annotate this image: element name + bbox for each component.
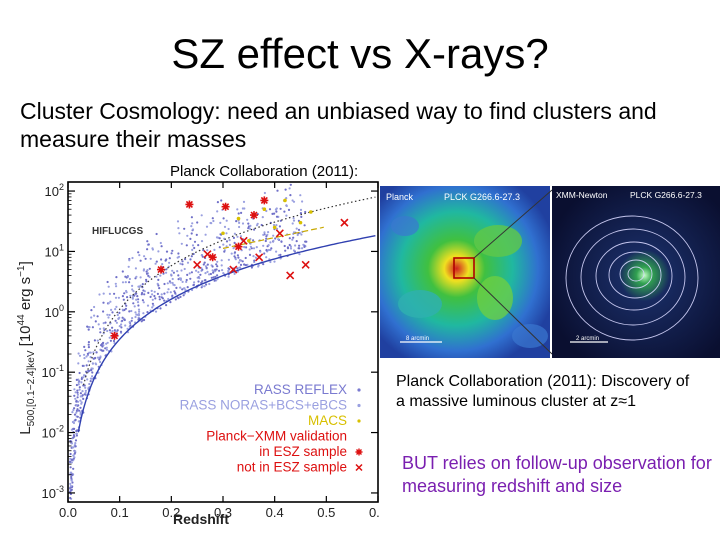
- y-tick-label: 102: [45, 182, 64, 199]
- cluster-box: [453, 257, 475, 279]
- data-point: [340, 218, 349, 227]
- data-point: [255, 253, 264, 262]
- slide-title: SZ effect vs X-rays?: [171, 30, 549, 77]
- hiflucgs-annotation: HIFLUCGS: [92, 226, 143, 237]
- data-point: [221, 231, 225, 236]
- planck-map-panel: Planck PLCK G266.6-27.3 8 arcmin: [380, 186, 550, 358]
- luminosity-redshift-chart: 0.0 0.1 0.2 0.3 0.4 0.5 0.6 102 101 100 10-1 10-2 10…: [16, 181, 380, 527]
- data-point: [309, 210, 313, 214]
- planck-label: Planck: [386, 192, 414, 202]
- y-tick-label: 101: [45, 242, 64, 259]
- legend-entry: RASS NORAS+BCS+eBCS: [180, 398, 347, 413]
- legend-entry: RASS REFLEX: [254, 382, 347, 397]
- data-point: [234, 242, 243, 251]
- data-point: [208, 253, 217, 262]
- y-tick-label: 10-1: [42, 363, 64, 380]
- x-axis-label: Redshift: [173, 511, 229, 527]
- data-point: [272, 225, 277, 230]
- xmm-label: XMM-Newton: [556, 190, 608, 200]
- y-axis-label: L500,[0.1−2.4]keV [1044 erg s−1]: [16, 261, 37, 435]
- blue-selection-curve: [77, 235, 376, 433]
- dotted-selection-curve: [82, 196, 376, 386]
- y-tick-label: 10-3: [42, 484, 64, 501]
- x-tick-label: 0.4: [266, 505, 284, 520]
- data-point: [247, 239, 251, 243]
- y-tick-label: 100: [45, 303, 64, 320]
- data-point: [203, 250, 212, 259]
- data-point: [275, 229, 284, 238]
- planck-xmm-images: Planck PLCK G266.6-27.3 8 arcmin XMM-New…: [380, 186, 720, 358]
- x-tick-label: 0.0: [59, 505, 77, 520]
- data-point: [193, 260, 202, 269]
- xmm-object-id: PLCK G266.6-27.3: [630, 190, 702, 200]
- data-point: [283, 198, 287, 203]
- data-point: [229, 265, 238, 274]
- zoom-line-bottom: [473, 277, 553, 355]
- data-point: [298, 220, 303, 225]
- followup-note: BUT relies on follow-up observation for …: [402, 453, 712, 496]
- data-point: [157, 265, 165, 274]
- data-point: [250, 211, 258, 220]
- data-point: [301, 260, 310, 269]
- y-tick-label: 10-2: [42, 424, 64, 441]
- data-point: [260, 196, 269, 205]
- data-point: [221, 202, 230, 211]
- yellow-selection-curve: [222, 226, 324, 249]
- chart-marks: [110, 196, 349, 340]
- x-tick-label: 0.2: [162, 505, 180, 520]
- data-point: [110, 331, 119, 340]
- planck-object-id: PLCK G266.6-27.3: [444, 192, 520, 202]
- xmm-scale: 2 arcmin: [576, 336, 599, 342]
- svg-text:L500,[0.1−2.4]keV [1044 erg s−: L500,[0.1−2.4]keV [1044 erg s−1]: [16, 261, 37, 435]
- image-caption: Planck Collaboration (2011):: [170, 163, 359, 180]
- legend-entry: Planck−XMM validation: [206, 429, 347, 444]
- x-tick-label: 0.5: [317, 505, 335, 520]
- x-tick-label: 0.1: [111, 505, 129, 520]
- data-point: [185, 200, 194, 209]
- zoom-line-top: [473, 189, 553, 259]
- legend-entry: not in ESZ sample: [237, 460, 347, 475]
- data-point: [236, 216, 241, 221]
- legend-entry: MACS: [308, 413, 347, 428]
- xmm-image-panel: XMM-Newton PLCK G266.6-27.3 2 arcmin: [552, 186, 720, 358]
- x-tick-label: 0.6: [369, 505, 380, 520]
- survey-scatter-cloud: [69, 182, 308, 500]
- planck-scale: 8 arcmin: [406, 336, 429, 342]
- legend-entry: in ESZ sample: [259, 444, 347, 459]
- data-point: [262, 207, 267, 212]
- x-tick-label: 0.3: [214, 505, 232, 520]
- data-point: [239, 236, 248, 245]
- chart-axes: 0.0 0.1 0.2 0.3 0.4 0.5 0.6 102 101 100 10-1 10-2 10…: [42, 182, 380, 520]
- slide-subtitle: Cluster Cosmology: need an unbiased way …: [20, 98, 657, 152]
- discovery-description: Planck Collaboration (2011): Discovery o…: [396, 373, 690, 410]
- data-point: [286, 271, 295, 280]
